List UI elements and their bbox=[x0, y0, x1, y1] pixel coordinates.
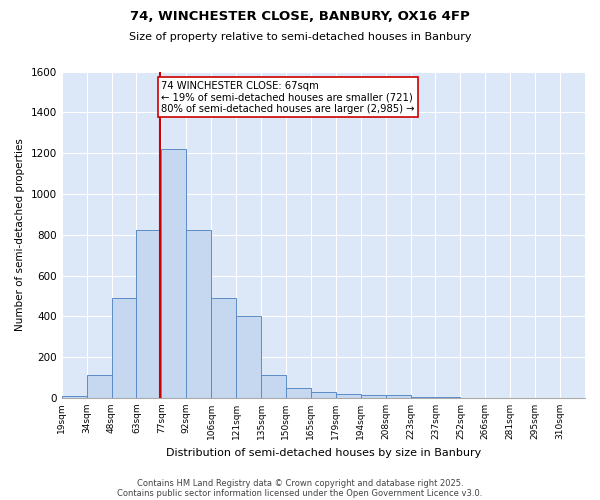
Bar bbox=[336, 394, 361, 398]
X-axis label: Distribution of semi-detached houses by size in Banbury: Distribution of semi-detached houses by … bbox=[166, 448, 481, 458]
Bar bbox=[261, 376, 286, 398]
Bar bbox=[211, 298, 236, 398]
Bar bbox=[236, 316, 261, 398]
Bar bbox=[86, 376, 112, 398]
Bar bbox=[410, 397, 436, 398]
Text: Size of property relative to semi-detached houses in Banbury: Size of property relative to semi-detach… bbox=[129, 32, 471, 42]
Bar bbox=[436, 397, 460, 398]
Text: 74 WINCHESTER CLOSE: 67sqm
← 19% of semi-detached houses are smaller (721)
80% o: 74 WINCHESTER CLOSE: 67sqm ← 19% of semi… bbox=[161, 80, 415, 114]
Bar bbox=[136, 230, 161, 398]
Bar bbox=[386, 395, 410, 398]
Text: Contains HM Land Registry data © Crown copyright and database right 2025.: Contains HM Land Registry data © Crown c… bbox=[137, 478, 463, 488]
Bar bbox=[361, 395, 386, 398]
Text: 74, WINCHESTER CLOSE, BANBURY, OX16 4FP: 74, WINCHESTER CLOSE, BANBURY, OX16 4FP bbox=[130, 10, 470, 23]
Bar bbox=[62, 396, 86, 398]
Y-axis label: Number of semi-detached properties: Number of semi-detached properties bbox=[15, 138, 25, 331]
Bar bbox=[186, 230, 211, 398]
Bar bbox=[311, 392, 336, 398]
Bar bbox=[286, 388, 311, 398]
Bar bbox=[161, 149, 186, 398]
Bar bbox=[112, 298, 136, 398]
Text: Contains public sector information licensed under the Open Government Licence v3: Contains public sector information licen… bbox=[118, 488, 482, 498]
